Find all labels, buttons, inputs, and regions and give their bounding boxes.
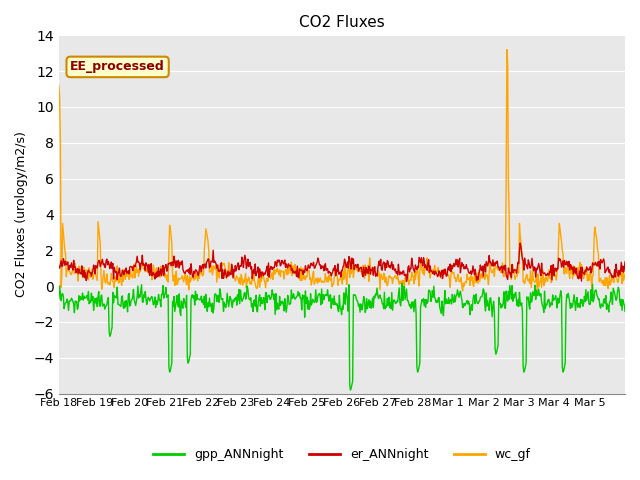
- er_ANNnight: [401, 273, 408, 278]
- er_ANNnight: [621, 259, 629, 265]
- wc_gf: [55, 83, 63, 88]
- Y-axis label: CO2 Fluxes (urology/m2/s): CO2 Fluxes (urology/m2/s): [15, 132, 28, 298]
- er_ANNnight: [122, 269, 129, 275]
- Line: wc_gf: wc_gf: [59, 49, 625, 291]
- er_ANNnight: [433, 271, 440, 277]
- wc_gf: [503, 47, 511, 52]
- wc_gf: [275, 272, 283, 277]
- Line: er_ANNnight: er_ANNnight: [59, 243, 625, 281]
- gpp_ANNnight: [402, 291, 410, 297]
- gpp_ANNnight: [347, 387, 355, 393]
- gpp_ANNnight: [434, 300, 442, 305]
- er_ANNnight: [55, 264, 63, 269]
- gpp_ANNnight: [398, 280, 406, 286]
- gpp_ANNnight: [621, 309, 629, 314]
- wc_gf: [225, 270, 233, 276]
- wc_gf: [459, 288, 467, 294]
- Legend: gpp_ANNnight, er_ANNnight, wc_gf: gpp_ANNnight, er_ANNnight, wc_gf: [148, 443, 536, 466]
- er_ANNnight: [225, 269, 233, 275]
- er_ANNnight: [403, 278, 410, 284]
- wc_gf: [253, 285, 261, 290]
- Line: gpp_ANNnight: gpp_ANNnight: [59, 283, 625, 390]
- Title: CO2 Fluxes: CO2 Fluxes: [299, 15, 385, 30]
- gpp_ANNnight: [275, 306, 283, 312]
- wc_gf: [432, 268, 440, 274]
- er_ANNnight: [275, 257, 283, 263]
- wc_gf: [621, 271, 629, 277]
- wc_gf: [122, 276, 129, 282]
- wc_gf: [401, 285, 408, 290]
- gpp_ANNnight: [55, 296, 63, 301]
- er_ANNnight: [516, 240, 524, 246]
- er_ANNnight: [253, 268, 261, 274]
- Text: EE_processed: EE_processed: [70, 60, 165, 73]
- gpp_ANNnight: [225, 298, 233, 303]
- gpp_ANNnight: [122, 304, 129, 310]
- gpp_ANNnight: [253, 309, 261, 315]
